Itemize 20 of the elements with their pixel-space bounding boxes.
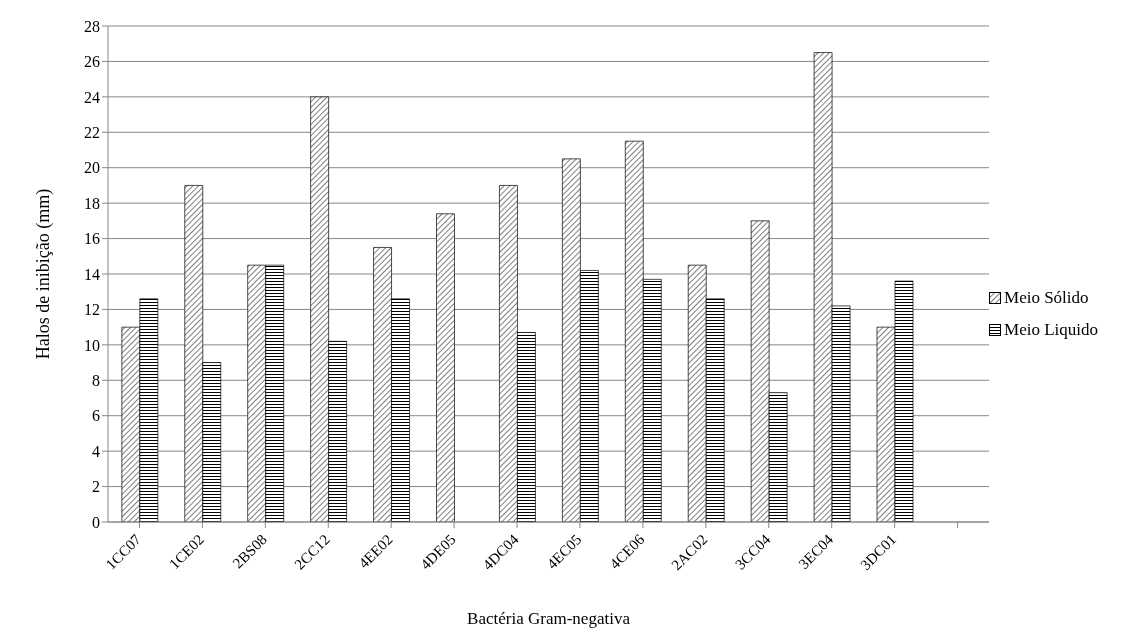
y-tick-label: 4 [92,442,100,460]
legend-label: Meio Liquido [1004,320,1098,340]
y-tick-label: 16 [84,230,100,248]
y-tick-label: 14 [84,265,100,283]
y-tick-label: 26 [84,53,100,71]
y-axis-title: Halos de inibição (mm) [33,188,55,360]
bar [436,213,455,522]
y-tick-label: 28 [84,17,100,35]
y-tick-label: 24 [84,88,100,106]
y-tick-label: 18 [84,194,100,212]
y-tick-label: 22 [84,123,100,141]
y-tick-label: 12 [84,301,100,319]
y-tick-label: 20 [84,159,100,177]
y-tick-label: 2 [92,478,100,496]
legend-label: Meio Sólido [1004,288,1089,308]
x-axis-title: Bactéria Gram-negativa [467,609,631,628]
y-tick-label: 10 [84,336,100,354]
y-tick-label: 6 [92,407,100,425]
y-tick-label: 0 [92,513,100,531]
y-tick-label: 8 [92,371,100,389]
